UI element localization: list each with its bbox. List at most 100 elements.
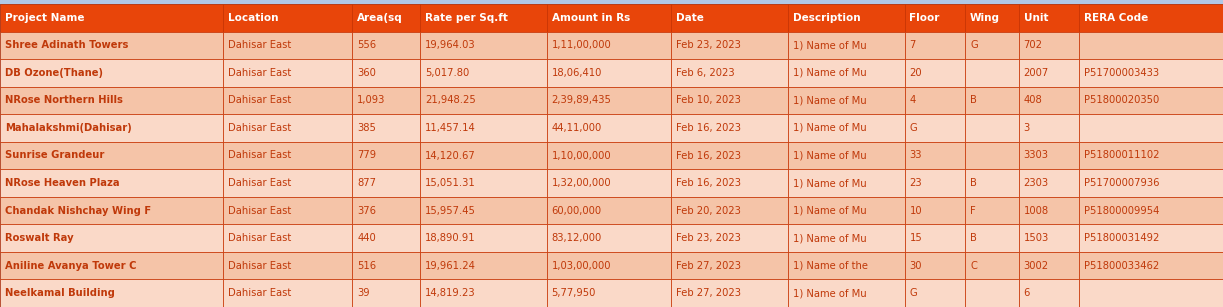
Bar: [419, 197, 547, 224]
Bar: [0, 252, 223, 279]
Bar: [965, 197, 1019, 224]
Bar: [905, 4, 965, 32]
Text: Dahisar East: Dahisar East: [227, 288, 291, 298]
Bar: [965, 59, 1019, 87]
Text: C: C: [970, 261, 977, 271]
Text: Description: Description: [793, 13, 860, 23]
Text: Dahisar East: Dahisar East: [227, 123, 291, 133]
Bar: [905, 59, 965, 87]
Text: 5,77,950: 5,77,950: [552, 288, 596, 298]
Text: F: F: [970, 206, 976, 216]
Bar: [905, 114, 965, 142]
Text: Floor: Floor: [910, 13, 939, 23]
Text: 1) Name of Mu: 1) Name of Mu: [793, 95, 866, 105]
Bar: [352, 59, 419, 87]
Bar: [965, 224, 1019, 252]
Text: 15,957.45: 15,957.45: [424, 206, 476, 216]
Bar: [1079, 169, 1223, 197]
Text: DB Ozone(Thane): DB Ozone(Thane): [5, 68, 103, 78]
Text: 1503: 1503: [1024, 233, 1049, 243]
Text: 3303: 3303: [1024, 150, 1048, 161]
Bar: [223, 279, 352, 307]
Bar: [905, 224, 965, 252]
Bar: [965, 169, 1019, 197]
Text: 376: 376: [357, 206, 377, 216]
Bar: [788, 279, 905, 307]
Text: Dahisar East: Dahisar East: [227, 206, 291, 216]
Bar: [1079, 4, 1223, 32]
Bar: [419, 142, 547, 169]
Text: Project Name: Project Name: [5, 13, 84, 23]
Text: Dahisar East: Dahisar East: [227, 233, 291, 243]
Bar: [352, 279, 419, 307]
Text: 44,11,000: 44,11,000: [552, 123, 602, 133]
Text: 440: 440: [357, 233, 375, 243]
Bar: [547, 32, 670, 59]
Bar: [352, 114, 419, 142]
Text: 1) Name of Mu: 1) Name of Mu: [793, 68, 866, 78]
Bar: [965, 87, 1019, 114]
Bar: [788, 114, 905, 142]
Text: 556: 556: [357, 40, 377, 50]
Bar: [352, 197, 419, 224]
Bar: [905, 197, 965, 224]
Text: Feb 6, 2023: Feb 6, 2023: [675, 68, 734, 78]
Bar: [0, 59, 223, 87]
Text: 1) Name of Mu: 1) Name of Mu: [793, 233, 866, 243]
Bar: [0, 169, 223, 197]
Text: Dahisar East: Dahisar East: [227, 261, 291, 271]
Bar: [547, 169, 670, 197]
Bar: [905, 169, 965, 197]
Text: Dahisar East: Dahisar East: [227, 178, 291, 188]
Bar: [547, 279, 670, 307]
Bar: [965, 142, 1019, 169]
Text: 15: 15: [910, 233, 922, 243]
Text: 39: 39: [357, 288, 369, 298]
Text: Feb 16, 2023: Feb 16, 2023: [675, 150, 741, 161]
Text: Chandak Nishchay Wing F: Chandak Nishchay Wing F: [5, 206, 150, 216]
Text: P51800031492: P51800031492: [1084, 233, 1159, 243]
Bar: [1019, 59, 1079, 87]
Text: 2007: 2007: [1024, 68, 1049, 78]
Bar: [0, 32, 223, 59]
Bar: [1019, 252, 1079, 279]
Text: 20: 20: [910, 68, 922, 78]
Bar: [1019, 279, 1079, 307]
Text: Feb 10, 2023: Feb 10, 2023: [675, 95, 740, 105]
Text: NRose Heaven Plaza: NRose Heaven Plaza: [5, 178, 120, 188]
Text: 1) Name of Mu: 1) Name of Mu: [793, 288, 866, 298]
Bar: [788, 32, 905, 59]
Text: 360: 360: [357, 68, 375, 78]
Bar: [670, 197, 788, 224]
Text: NRose Northern Hills: NRose Northern Hills: [5, 95, 122, 105]
Bar: [547, 59, 670, 87]
Text: 408: 408: [1024, 95, 1042, 105]
Text: P51700007936: P51700007936: [1084, 178, 1159, 188]
Bar: [0, 224, 223, 252]
Bar: [1019, 114, 1079, 142]
Bar: [223, 197, 352, 224]
Text: Feb 23, 2023: Feb 23, 2023: [675, 40, 740, 50]
Bar: [1019, 4, 1079, 32]
Text: 4: 4: [910, 95, 916, 105]
Text: RERA Code: RERA Code: [1084, 13, 1148, 23]
Text: Feb 27, 2023: Feb 27, 2023: [675, 288, 741, 298]
Bar: [1019, 87, 1079, 114]
Text: P51800011102: P51800011102: [1084, 150, 1159, 161]
Text: B: B: [970, 233, 977, 243]
Text: B: B: [970, 178, 977, 188]
Text: 3002: 3002: [1024, 261, 1048, 271]
Bar: [1019, 224, 1079, 252]
Bar: [965, 279, 1019, 307]
Bar: [352, 32, 419, 59]
Text: 18,06,410: 18,06,410: [552, 68, 602, 78]
Bar: [1019, 142, 1079, 169]
Bar: [1079, 224, 1223, 252]
Text: 1) Name of Mu: 1) Name of Mu: [793, 123, 866, 133]
Text: Aniline Avanya Tower C: Aniline Avanya Tower C: [5, 261, 137, 271]
Text: 1008: 1008: [1024, 206, 1048, 216]
Text: 1,03,00,000: 1,03,00,000: [552, 261, 612, 271]
Bar: [547, 142, 670, 169]
Bar: [223, 32, 352, 59]
Bar: [419, 279, 547, 307]
